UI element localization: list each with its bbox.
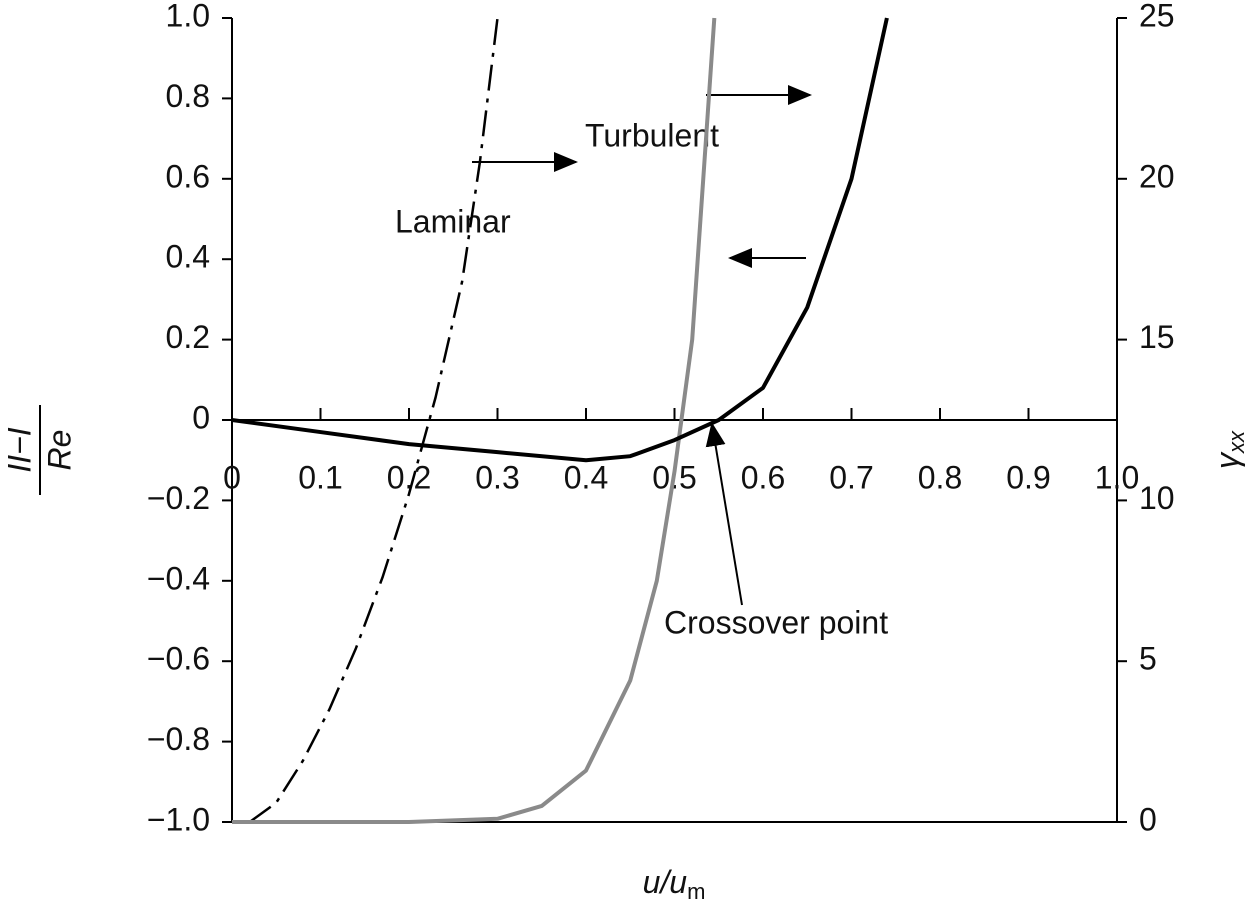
y-tick-label: −1.0 [147, 801, 210, 837]
x-tick-label: 1.0 [1095, 459, 1139, 495]
x-tick-label: 0.6 [741, 459, 785, 495]
y-tick-label: 0.4 [166, 239, 210, 275]
y2-label-sub: xx [1224, 430, 1249, 454]
x-tick-label: 0.3 [475, 459, 519, 495]
y2-tick-label: 15 [1139, 319, 1175, 355]
y-tick-label: 0.2 [166, 319, 210, 355]
y-label-numerator: II−I [1, 427, 37, 472]
series-line [231, 17, 889, 463]
annotation: Laminar [395, 203, 511, 239]
y-tick-label: 0.6 [166, 158, 210, 194]
y-tick-label: −0.4 [147, 560, 210, 596]
annotation: Turbulent [585, 117, 719, 153]
y-tick-label: 1.0 [166, 0, 210, 33]
x-tick-label: 0.9 [1006, 459, 1050, 495]
y-axis-label: II−I Re [1, 405, 77, 495]
x-label-sub: m [687, 879, 705, 904]
x-axis-label: u/um [643, 864, 706, 903]
x-label-main: u/u [643, 864, 688, 900]
series-line [232, 17, 717, 824]
x-tick-label: 0.8 [918, 459, 962, 495]
y2-tick-label: 25 [1139, 0, 1175, 33]
x-tick-label: 0 [223, 459, 241, 495]
y2-tick-label: 20 [1139, 158, 1175, 194]
y-label-denominator: Re [41, 430, 77, 471]
y2-tick-label: 5 [1139, 641, 1157, 677]
y2-label: γxx [1209, 430, 1248, 469]
annotation: Crossover point [664, 604, 888, 640]
y2-tick-label: 0 [1139, 801, 1157, 837]
x-tick-label: 0.4 [564, 459, 608, 495]
series-line [248, 17, 499, 824]
y-tick-label: −0.8 [147, 721, 210, 757]
y-tick-label: 0 [192, 399, 210, 435]
arrow [705, 422, 743, 606]
y2-axis-label: γxx [1209, 430, 1248, 469]
y-tick-label: −0.6 [147, 641, 210, 677]
y-tick-label: 0.8 [166, 78, 210, 114]
y-tick-label: −0.2 [147, 480, 210, 516]
x-tick-label: 0.1 [298, 459, 342, 495]
x-tick-label: 0.7 [829, 459, 873, 495]
y2-tick-label: 10 [1139, 480, 1175, 516]
y2-label-main: γ [1209, 451, 1245, 469]
